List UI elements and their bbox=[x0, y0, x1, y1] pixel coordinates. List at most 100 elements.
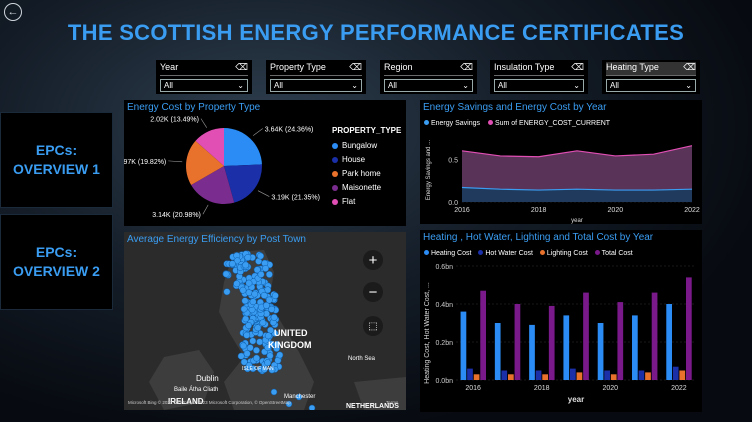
pie-slice-flat[interactable] bbox=[195, 128, 224, 166]
insulation-type-dropdown[interactable]: All ⌄ bbox=[494, 79, 584, 92]
bar-lighting-cost-2022[interactable] bbox=[679, 370, 686, 381]
map-bubble[interactable] bbox=[264, 286, 272, 294]
savings-line-energy-cost[interactable] bbox=[461, 145, 693, 158]
map-bubble[interactable] bbox=[253, 346, 260, 354]
bar-lighting-cost-2018[interactable] bbox=[542, 374, 548, 380]
map-bubble[interactable] bbox=[237, 352, 245, 360]
map-bubble[interactable] bbox=[308, 404, 316, 410]
filter-property-type[interactable]: Property Type ⌫ All ⌄ bbox=[266, 60, 366, 94]
map-bubble[interactable] bbox=[245, 322, 253, 329]
filter-heating-type[interactable]: Heating Type ⌫ All ⌄ bbox=[602, 60, 700, 94]
map-terms-link[interactable]: Terms bbox=[386, 400, 399, 405]
map-bubble[interactable] bbox=[239, 286, 247, 294]
map-bubble[interactable] bbox=[268, 305, 276, 313]
savings-area-energy-savings[interactable] bbox=[462, 187, 692, 202]
map-bubble[interactable] bbox=[264, 344, 272, 352]
map-bubble[interactable] bbox=[264, 359, 272, 367]
map-bubble[interactable] bbox=[257, 270, 265, 278]
bar-heating-cost-2020[interactable] bbox=[597, 323, 604, 380]
map-bubble[interactable] bbox=[228, 260, 236, 268]
bar-hot-water-cost-2021[interactable] bbox=[638, 370, 645, 381]
map-bubble[interactable] bbox=[265, 296, 273, 304]
map-bubble[interactable] bbox=[268, 366, 276, 374]
map-bubble[interactable] bbox=[273, 341, 281, 348]
savings-legend-item-sum-of-energy-cost-current[interactable]: Sum of ENERGY_COST_CURRENT bbox=[487, 120, 610, 127]
pie-slice-maisonette[interactable] bbox=[191, 166, 235, 204]
nav-overview-2[interactable]: EPCs: OVERVIEW 2 bbox=[0, 214, 113, 310]
map-bubble[interactable] bbox=[251, 290, 259, 298]
clear-filter-icon[interactable]: ⌫ bbox=[683, 62, 696, 72]
map-bubble[interactable] bbox=[260, 291, 268, 299]
savings-chart[interactable]: 0.0 0.5 2016 2018 2020 2022 year Energy Savings… bbox=[420, 130, 702, 224]
bar-hot-water-cost-2019[interactable] bbox=[570, 368, 576, 380]
pie-legend-item-flat[interactable]: Flat bbox=[332, 197, 401, 206]
map-bubble[interactable] bbox=[264, 332, 272, 340]
map-bubble[interactable] bbox=[266, 352, 274, 360]
select-area-icon[interactable]: ⬚ bbox=[363, 316, 383, 336]
bar-lighting-cost-2019[interactable] bbox=[576, 372, 583, 380]
property-type-dropdown[interactable]: All ⌄ bbox=[270, 79, 362, 92]
cost-legend-item-total-cost[interactable]: Total Cost bbox=[594, 250, 633, 257]
zoom-out-button[interactable]: − bbox=[363, 282, 383, 302]
bar-hot-water-cost-2020[interactable] bbox=[604, 370, 610, 381]
bar-total-cost-2019[interactable] bbox=[583, 292, 589, 380]
bar-lighting-cost-2021[interactable] bbox=[645, 372, 651, 380]
savings-legend-item-energy-savings[interactable]: Energy Savings bbox=[424, 120, 480, 127]
map-bubble[interactable] bbox=[244, 254, 252, 261]
bar-heating-cost-2018[interactable] bbox=[529, 324, 535, 380]
map-bubble[interactable] bbox=[249, 337, 257, 345]
bar-hot-water-cost-2018[interactable] bbox=[535, 370, 542, 381]
bar-lighting-cost-2016[interactable] bbox=[473, 374, 480, 380]
bar-lighting-cost-2017[interactable] bbox=[508, 374, 514, 380]
map-bubble[interactable] bbox=[270, 313, 278, 321]
back-arrow-icon[interactable]: ← bbox=[4, 3, 22, 21]
map-bubble[interactable] bbox=[285, 400, 293, 408]
map-bubble[interactable] bbox=[242, 261, 250, 269]
heating-type-dropdown[interactable]: All ⌄ bbox=[606, 79, 696, 92]
map-bubble[interactable] bbox=[222, 270, 230, 278]
filter-insulation-type[interactable]: Insulation Type ⌫ All ⌄ bbox=[490, 60, 588, 94]
map-bubble[interactable] bbox=[270, 388, 278, 396]
bar-heating-cost-2019[interactable] bbox=[563, 315, 570, 380]
pie-legend-item-maisonette[interactable]: Maisonette bbox=[332, 183, 401, 192]
map-bubble[interactable] bbox=[243, 350, 251, 358]
bar-heating-cost-2017[interactable] bbox=[494, 323, 501, 380]
bar-total-cost-2016[interactable] bbox=[480, 290, 486, 380]
pie-legend-item-bungalow[interactable]: Bungalow bbox=[332, 141, 401, 150]
filter-year[interactable]: Year ⌫ All ⌄ bbox=[156, 60, 252, 94]
cost-legend-item-heating-cost[interactable]: Heating Cost bbox=[424, 250, 471, 257]
map-bubble[interactable] bbox=[253, 354, 261, 362]
map-bubble[interactable] bbox=[276, 351, 284, 359]
map-bubble[interactable] bbox=[259, 319, 267, 327]
map-bubble[interactable] bbox=[240, 358, 248, 366]
map-bubble[interactable] bbox=[233, 280, 241, 288]
pie-slice-park-home[interactable] bbox=[186, 140, 224, 186]
map-bubble[interactable] bbox=[246, 344, 254, 352]
bar-total-cost-2022[interactable] bbox=[686, 277, 692, 380]
map-bubble[interactable] bbox=[295, 393, 303, 401]
savings-line-energy-savings[interactable] bbox=[461, 186, 693, 191]
map-bubble[interactable] bbox=[240, 305, 248, 313]
zoom-in-button[interactable]: + bbox=[363, 250, 383, 270]
bar-lighting-cost-2020[interactable] bbox=[610, 374, 617, 380]
clear-filter-icon[interactable]: ⌫ bbox=[349, 62, 362, 72]
map-bubble[interactable] bbox=[262, 302, 270, 309]
bar-total-cost-2017[interactable] bbox=[514, 304, 521, 380]
cost-chart[interactable]: 0.0bn 0.2bn 0.4bn 0.6bn 2016 2018 2020 2022 year… bbox=[420, 260, 702, 412]
map-bubble[interactable] bbox=[239, 342, 247, 350]
savings-area-energy-cost[interactable] bbox=[462, 145, 692, 202]
map-bubble[interactable] bbox=[241, 297, 249, 305]
bar-total-cost-2021[interactable] bbox=[651, 292, 658, 380]
map-bubble[interactable] bbox=[243, 331, 251, 339]
pie-slice-house[interactable] bbox=[224, 164, 262, 203]
map-bubble[interactable] bbox=[257, 252, 265, 260]
map-view[interactable]: UNITED KINGDOM North Sea Dublin Baile Átha C… bbox=[124, 232, 406, 410]
pie-legend-item-park-home[interactable]: Park home bbox=[332, 169, 401, 178]
map-bubble[interactable] bbox=[260, 365, 268, 373]
region-dropdown[interactable]: All ⌄ bbox=[384, 79, 473, 92]
bar-hot-water-cost-2017[interactable] bbox=[501, 370, 508, 381]
cost-legend-item-hot-water-cost[interactable]: Hot Water Cost bbox=[478, 250, 533, 257]
map-bubble[interactable] bbox=[245, 362, 253, 370]
bar-total-cost-2018[interactable] bbox=[548, 305, 555, 380]
clear-filter-icon[interactable]: ⌫ bbox=[235, 62, 248, 72]
